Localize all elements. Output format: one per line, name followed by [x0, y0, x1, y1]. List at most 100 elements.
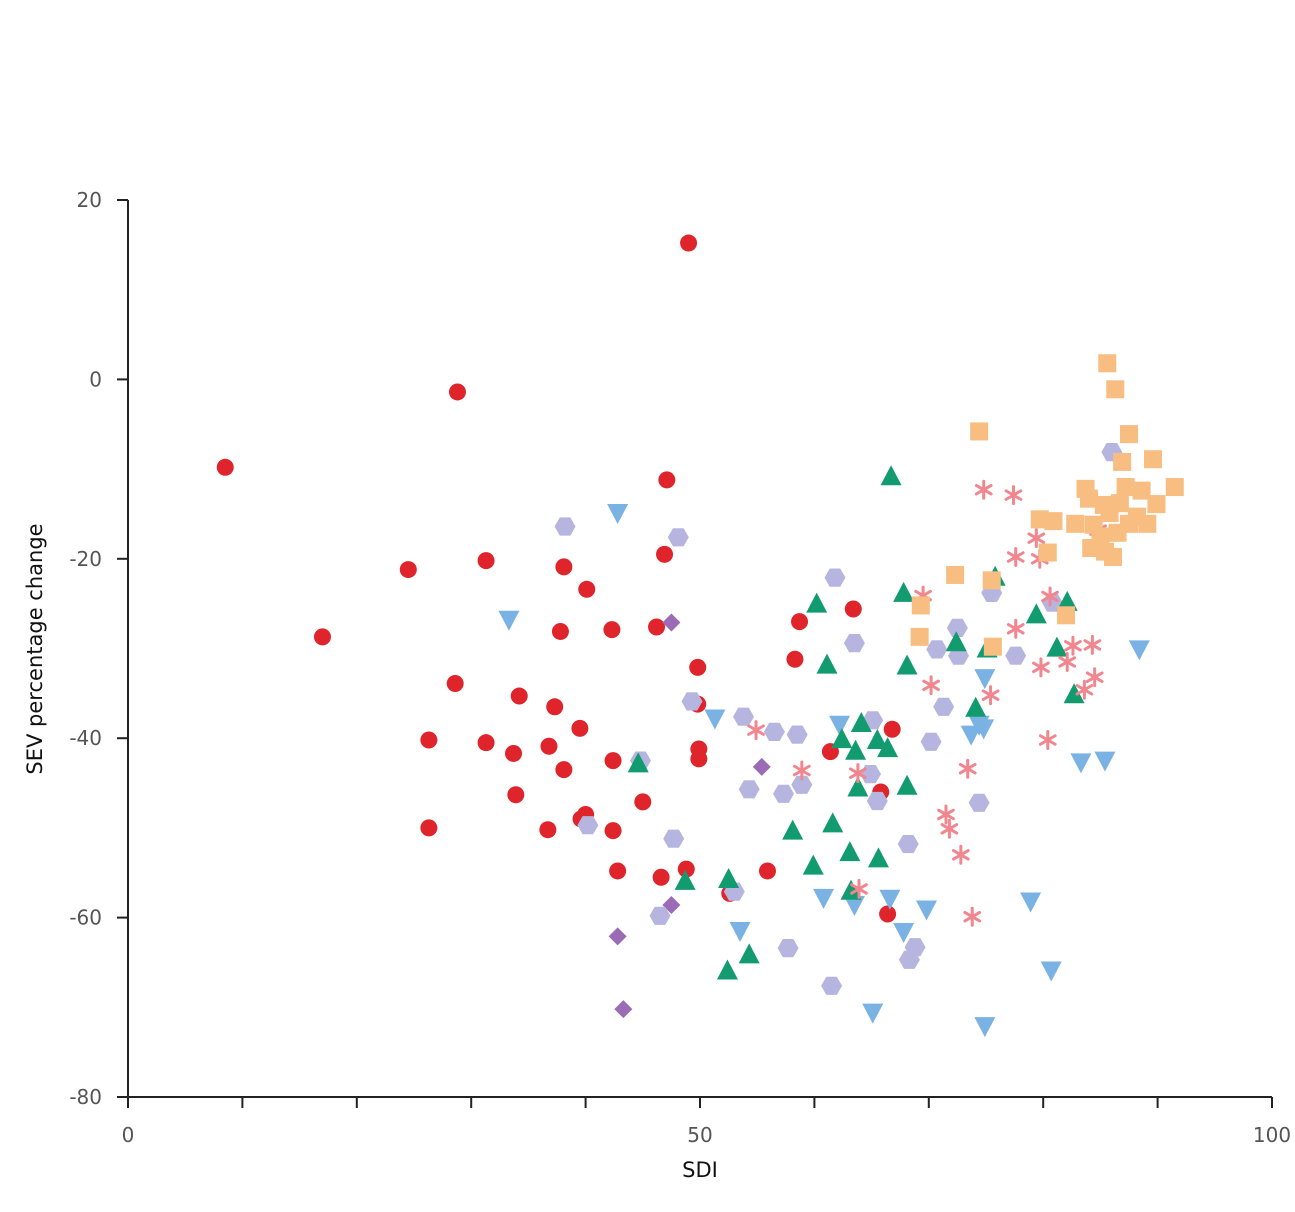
data-point-triangle-up — [806, 592, 828, 613]
data-point-triangle-up — [627, 752, 649, 773]
data-point-square — [1110, 494, 1129, 513]
data-point-circle — [609, 862, 627, 880]
data-point-triangle-up — [840, 879, 862, 900]
data-point-circle — [883, 720, 901, 738]
data-point-triangle-up — [822, 812, 844, 833]
data-point-asterisk — [1083, 634, 1102, 655]
axes: 20 0 -20 -40 -60 -80 0 50 100 — [69, 188, 1291, 1147]
data-point-triangle-down — [893, 922, 915, 943]
data-point-square — [1144, 450, 1163, 469]
data-point-hexagon — [649, 906, 671, 925]
data-point-triangle-up — [867, 847, 889, 868]
data-point-hexagon — [824, 568, 846, 587]
data-point-asterisk — [849, 763, 867, 784]
data-point-triangle-down — [729, 922, 751, 943]
data-point-asterisk — [1075, 679, 1094, 700]
data-point-asterisk — [951, 844, 970, 865]
y-axis-title: SEV percentage change — [23, 523, 47, 774]
y-tick-label: -20 — [69, 547, 102, 571]
data-point-circle — [551, 622, 569, 640]
data-point-circle — [477, 734, 495, 752]
data-point-triangle-up — [866, 728, 888, 749]
data-points — [216, 234, 1184, 1038]
data-point-triangle-up — [716, 959, 738, 980]
data-point-square — [1030, 510, 1049, 529]
data-point-circle — [446, 674, 464, 692]
data-point-circle — [540, 737, 558, 755]
data-point-triangle-down — [974, 1017, 996, 1038]
data-point-triangle-up — [816, 653, 838, 674]
data-point-triangle-up — [896, 774, 918, 795]
data-point-circle — [648, 618, 666, 636]
data-point-asterisk — [940, 818, 959, 839]
y-tick-label: -60 — [69, 906, 102, 930]
data-point-asterisk — [1027, 528, 1046, 549]
data-point-triangle-up — [893, 581, 915, 602]
data-point-hexagon — [577, 816, 599, 835]
data-point-hexagon — [777, 939, 799, 958]
data-point-square — [1132, 481, 1151, 500]
x-tick-label: 0 — [122, 1123, 135, 1147]
data-point-triangle-down — [1040, 961, 1062, 982]
data-point-hexagon — [920, 732, 942, 751]
data-point-triangle-down — [829, 715, 851, 736]
data-point-triangle-up — [839, 841, 861, 862]
data-point-square — [1057, 606, 1076, 625]
data-point-triangle-up — [1025, 603, 1047, 624]
data-point-circle — [477, 552, 495, 570]
data-point-asterisk — [981, 685, 1000, 706]
data-point-hexagon — [791, 775, 813, 794]
data-point-diamond — [662, 613, 681, 632]
y-tick-label: 20 — [77, 188, 102, 212]
data-point-triangle-up — [831, 728, 853, 749]
data-point-asterisk — [974, 479, 993, 500]
data-point-triangle-down — [704, 709, 726, 730]
y-tick-label: -40 — [69, 726, 102, 750]
data-point-circle — [313, 628, 331, 646]
data-point-asterisk — [1041, 586, 1059, 607]
data-point-circle — [571, 719, 589, 737]
data-point-circle — [420, 819, 438, 837]
data-point-circle — [578, 580, 596, 598]
data-point-square — [1106, 380, 1125, 399]
data-point-triangle-up — [850, 711, 872, 732]
data-point-triangle-up — [877, 737, 899, 758]
data-point-circle — [879, 905, 897, 923]
data-point-square — [1098, 354, 1117, 373]
y-tick-label: -80 — [69, 1085, 102, 1109]
data-point-diamond — [614, 1000, 633, 1019]
data-point-circle — [216, 458, 234, 476]
data-point-triangle-up — [847, 776, 869, 797]
data-point-square — [1147, 495, 1166, 514]
x-tick-label: 50 — [687, 1123, 712, 1147]
data-point-triangle-up — [802, 854, 824, 875]
data-point-triangle-up — [965, 696, 987, 717]
data-point-asterisk — [958, 758, 977, 779]
data-point-triangle-down — [879, 889, 901, 910]
data-point-circle — [603, 621, 621, 639]
axis-labels: SDI SEV percentage change — [23, 523, 718, 1182]
data-point-triangle-down — [843, 896, 865, 917]
data-point-hexagon — [554, 517, 576, 536]
data-point-hexagon — [933, 697, 955, 716]
data-point-square — [1165, 478, 1184, 497]
data-point-asterisk — [922, 675, 940, 696]
data-point-triangle-down — [862, 1003, 884, 1024]
data-point-hexagon — [663, 829, 685, 848]
x-tick-label: 100 — [1253, 1123, 1291, 1147]
data-point-asterisk — [792, 760, 811, 781]
data-point-square — [1116, 478, 1135, 497]
data-point-square — [1103, 548, 1122, 567]
data-point-square — [910, 627, 929, 646]
data-point-asterisk — [1064, 635, 1082, 656]
data-point-circle — [656, 545, 674, 563]
data-point-circle — [604, 752, 622, 770]
data-point-hexagon — [904, 938, 926, 957]
series-triangle-down — [498, 504, 1150, 1038]
data-point-circle — [510, 687, 528, 705]
data-point-hexagon — [946, 618, 968, 637]
data-point-circle — [448, 383, 466, 401]
data-point-square — [1038, 543, 1057, 562]
data-point-circle — [758, 862, 776, 880]
data-point-square — [1091, 527, 1110, 546]
